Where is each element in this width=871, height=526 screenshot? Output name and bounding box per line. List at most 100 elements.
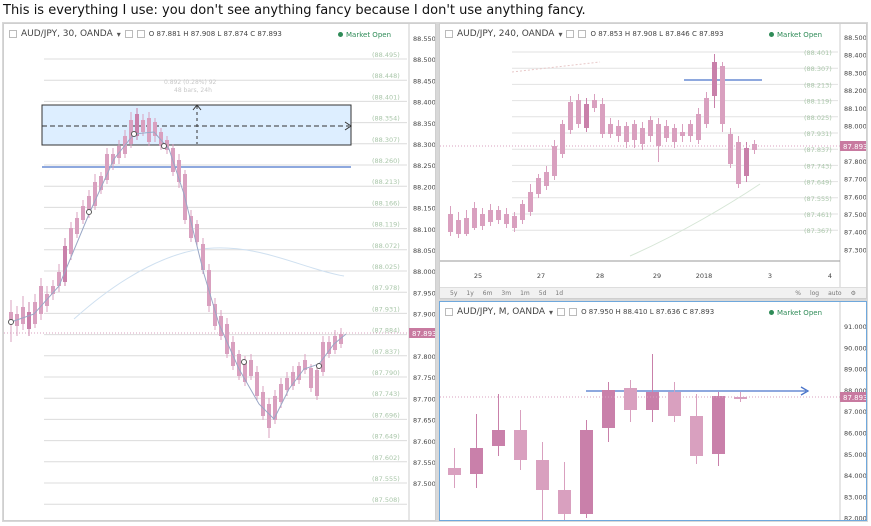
fib-level-label: (87.461) (804, 211, 832, 219)
candle-body (580, 430, 593, 514)
fib-level-label: (88.307) (804, 65, 832, 73)
fib-level-label: (88.025) (372, 263, 400, 271)
range-button[interactable]: 1m (520, 289, 530, 297)
collapse-icon[interactable] (9, 30, 17, 38)
price-axis-label: 87.600 (844, 193, 867, 201)
scale-toggle[interactable]: % (795, 289, 801, 297)
price-axis-label: 91.000 (844, 323, 867, 331)
candle-body (488, 210, 493, 222)
chevron-down-icon[interactable]: ▾ (116, 29, 121, 39)
candle-body (111, 154, 115, 164)
fib-level-label: (87.743) (804, 162, 832, 170)
time-axis-label: 28 (596, 272, 604, 280)
candle-body (189, 216, 193, 238)
range-button[interactable]: 3m (501, 289, 512, 297)
price-axis-label: 87.800 (413, 353, 436, 361)
candle-body (504, 214, 509, 224)
candle-body (159, 132, 163, 146)
candle-body (608, 124, 613, 134)
candle-body (177, 160, 181, 182)
chevron-down-icon[interactable]: ▾ (558, 29, 563, 39)
chart-canvas-30m[interactable]: 88.550 88.500 88.450 88.400 88.350 88.300 88.2… (4, 24, 436, 521)
range-button[interactable]: 1d (555, 289, 564, 297)
symbol-label[interactable]: AUD/JPY, M, OANDA (457, 307, 546, 317)
hide-icon[interactable] (136, 30, 145, 38)
price-axis-label: 88.200 (413, 183, 436, 191)
candle-body (464, 218, 469, 234)
candle-body (165, 140, 169, 150)
hide-icon[interactable] (578, 30, 587, 38)
candle-body (514, 430, 527, 460)
hide-icon[interactable] (569, 308, 578, 316)
candle-body (27, 312, 31, 329)
price-axis-label: 90.000 (844, 344, 867, 352)
scale-toggle[interactable]: log (809, 289, 820, 297)
gear-icon[interactable]: ⚙ (850, 289, 856, 297)
scale-toggle[interactable]: auto (828, 289, 842, 297)
candle-body (448, 214, 453, 232)
price-axis-label: 87.750 (413, 374, 436, 382)
candle-body (720, 66, 725, 124)
candle-body (734, 397, 747, 399)
chart-panel-240[interactable]: 88.50088.40088.30088.20088.10088.00087.9… (439, 23, 867, 299)
chart-background (440, 302, 866, 520)
moving-average-line (629, 183, 761, 257)
price-axis-label: 87.600 (413, 438, 436, 446)
candle-body (648, 120, 653, 136)
candle-body (231, 342, 235, 366)
range-button[interactable]: 5y (450, 289, 458, 297)
candle-body (261, 392, 265, 416)
price-tag (409, 328, 435, 338)
path-node-marker (8, 319, 14, 325)
candle-body (201, 244, 205, 270)
fib-level-label: (88.448) (372, 72, 400, 80)
price-axis-label: 87.900 (413, 311, 436, 319)
price-tag-label: 87.893 (412, 330, 436, 338)
range-button[interactable]: 1y (466, 289, 474, 297)
candle-body (93, 182, 97, 206)
candle-body (520, 204, 525, 220)
chart-canvas-240[interactable]: 88.50088.40088.30088.20088.10088.00087.9… (440, 24, 867, 299)
candle-body (584, 104, 589, 128)
range-button[interactable]: 5d (538, 289, 547, 297)
fib-level-label: (88.495) (372, 51, 400, 59)
settings-icon[interactable] (557, 308, 566, 316)
candle-body (568, 102, 573, 130)
range-button[interactable]: 6m (482, 289, 493, 297)
candle-body (492, 430, 505, 446)
price-axis-label: 89.000 (844, 366, 867, 374)
fib-level-label: (87.367) (804, 227, 832, 235)
path-node-marker (86, 209, 92, 215)
candle-body (704, 98, 709, 124)
candle-body (690, 416, 703, 456)
price-axis-label: 84.000 (844, 472, 867, 480)
market-dot-icon (338, 32, 344, 37)
candle-body (243, 362, 247, 382)
candle-body (219, 316, 223, 336)
fib-level-label: (88.213) (372, 178, 400, 186)
price-axis-label: 88.050 (413, 247, 436, 255)
chart-canvas-monthly[interactable]: 91.000 90.000 89.000 88.000 87.000 86.000 85.0… (440, 302, 867, 521)
settings-icon[interactable] (124, 30, 133, 38)
candle-body (688, 124, 693, 136)
collapse-icon[interactable] (445, 30, 453, 38)
symbol-label[interactable]: AUD/JPY, 240, OANDA (457, 29, 555, 39)
symbol-label[interactable]: AUD/JPY, 30, OANDA (21, 29, 113, 39)
ohlc-values: O 87.950 H 88.410 L 87.636 C 87.893 (581, 308, 715, 316)
fib-level-label: (87.978) (372, 284, 400, 292)
price-axis-label: 88.100 (413, 226, 436, 234)
chart-panel-monthly[interactable]: 91.000 90.000 89.000 88.000 87.000 86.000 85.0… (439, 301, 867, 521)
price-tag (840, 392, 866, 402)
price-axis-label: 87.000 (844, 408, 867, 416)
collapse-icon[interactable] (445, 308, 453, 316)
candle-body (624, 126, 629, 142)
candle-body (528, 192, 533, 212)
candle-body (321, 342, 325, 372)
price-tag (840, 141, 866, 151)
chart-background (440, 24, 866, 298)
chevron-down-icon[interactable]: ▾ (549, 307, 554, 317)
settings-icon[interactable] (566, 30, 575, 38)
candle-body (640, 128, 645, 144)
chart-panel-30m[interactable]: 88.550 88.500 88.450 88.400 88.350 88.300 88.2… (3, 23, 436, 521)
measure-readout: 0.892 (0.28%) 92 (164, 79, 217, 86)
